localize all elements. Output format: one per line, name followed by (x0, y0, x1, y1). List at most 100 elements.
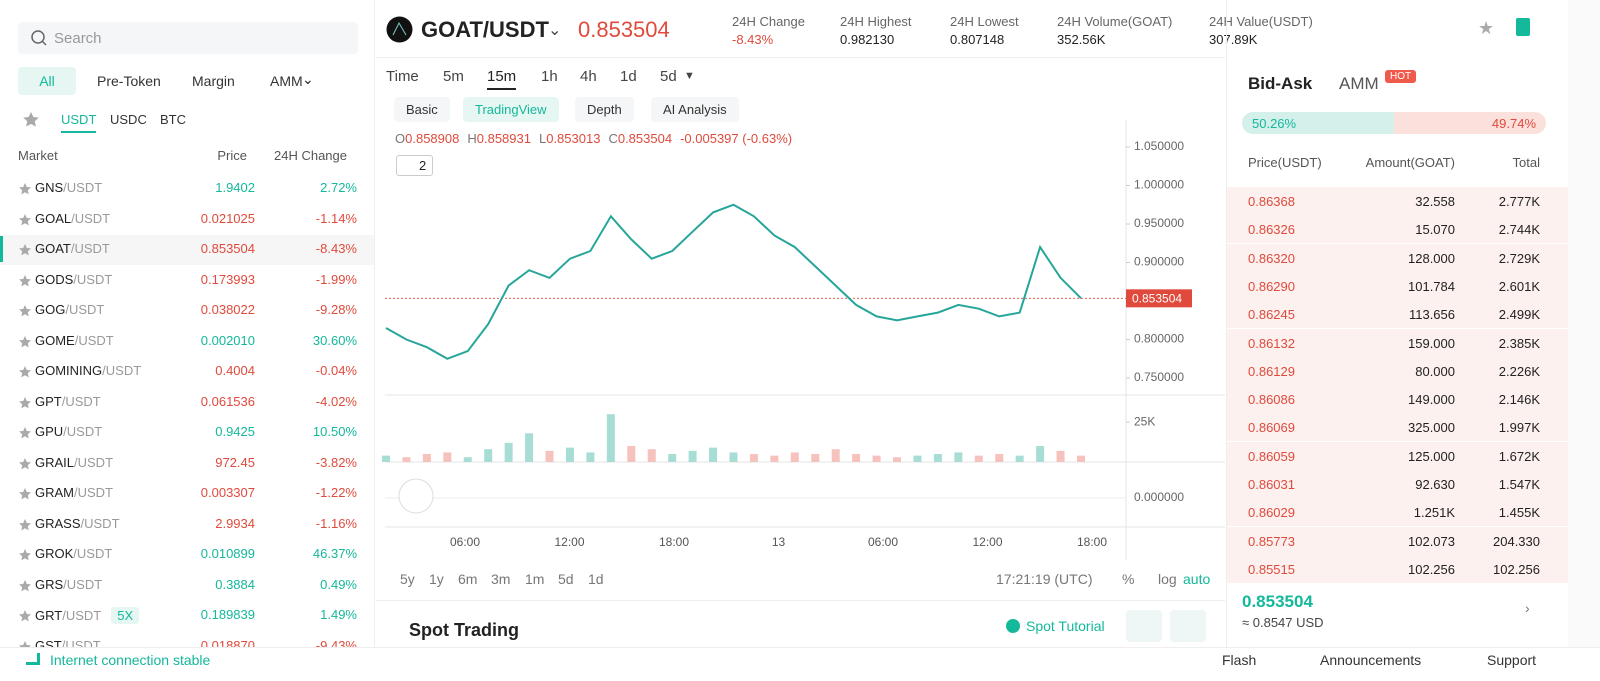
market-tab[interactable]: Pre-Token (97, 73, 161, 89)
ask-price[interactable]: 0.86245 (1248, 307, 1295, 323)
footer-link[interactable]: Flash (1222, 652, 1257, 668)
view-tab[interactable]: TradingView (463, 97, 559, 122)
star-icon[interactable] (18, 518, 32, 532)
market-row[interactable]: GOAL/USDT 0.021025 -1.14% (0, 205, 374, 235)
star-icon[interactable] (18, 426, 32, 440)
study-count[interactable]: 2 (396, 155, 434, 176)
market-row[interactable]: GNS/USDT 1.9402 2.72% (0, 174, 374, 204)
market-tab[interactable]: Margin (192, 73, 235, 89)
volume-bar (770, 455, 779, 462)
market-row[interactable]: GRS/USDT 0.3884 0.49% (0, 571, 374, 601)
market-row[interactable]: GRAIL/USDT 972.45 -3.82% (0, 449, 374, 479)
search-box[interactable]: Search (18, 22, 358, 54)
star-icon[interactable] (18, 609, 32, 623)
view-tab[interactable]: AI Analysis (651, 97, 739, 122)
base-asset: GOMINING (35, 363, 103, 378)
range-button[interactable]: 5y (400, 571, 415, 587)
range-button[interactable]: 1y (429, 571, 444, 587)
range-button[interactable]: 1m (525, 571, 545, 587)
interval-button[interactable]: 5m (443, 68, 464, 85)
market-row[interactable]: GRT/USDT 5X 0.189839 1.49% (0, 601, 374, 631)
market-row[interactable]: GRASS/USDT 2.9934 -1.16% (0, 510, 374, 540)
volume-tick-label: 25K (1134, 414, 1155, 428)
ask-price[interactable]: 0.86290 (1248, 278, 1295, 294)
star-icon[interactable] (18, 213, 32, 227)
market-row[interactable]: GOAT/USDT 0.853504 -8.43% (0, 235, 374, 265)
market-tab[interactable]: AMM (270, 73, 303, 89)
star-icon[interactable] (18, 396, 32, 410)
star-icon[interactable] (18, 579, 32, 593)
favorite-icon[interactable] (22, 111, 40, 129)
base-asset: GRS (35, 576, 64, 592)
market-change: -1.22% (315, 485, 357, 500)
market-row[interactable]: GPT/USDT 0.061536 -4.02% (0, 388, 374, 418)
market-row[interactable]: GODS/USDT 0.173993 -1.99% (0, 266, 374, 296)
star-icon[interactable] (18, 335, 32, 349)
ask-price[interactable]: 0.86368 (1248, 194, 1295, 209)
pair-dropdown[interactable]: ⌄ (548, 22, 562, 39)
ask-price[interactable]: 0.85515 (1248, 561, 1295, 577)
interval-button[interactable]: 5d (660, 68, 677, 85)
settings-toggle[interactable] (1170, 610, 1206, 642)
quote-tab[interactable]: BTC (160, 112, 186, 127)
pair-name[interactable]: GOAT/USDT (421, 17, 549, 42)
market-row[interactable]: GOMINING/USDT 0.4004 -0.04% (0, 357, 374, 387)
expand-arrow[interactable]: › (1525, 600, 1530, 616)
interval-button[interactable]: 1h (541, 68, 558, 85)
watch-icon[interactable]: ★ (1478, 18, 1495, 38)
interval-button[interactable]: 1d (620, 68, 637, 85)
ask-depth (1227, 470, 1569, 498)
star-icon[interactable] (18, 304, 32, 318)
star-icon[interactable] (18, 640, 32, 648)
footer-link[interactable]: Support (1487, 652, 1537, 668)
ask-price[interactable]: 0.86069 (1248, 420, 1295, 436)
interval-button[interactable]: 4h (580, 68, 597, 85)
scale-option[interactable]: % (1122, 571, 1135, 587)
ask-price[interactable]: 0.86031 (1248, 477, 1295, 492)
ask-price[interactable]: 0.86129 (1248, 363, 1295, 379)
view-tab[interactable]: Basic (394, 97, 450, 122)
view-tab[interactable]: Depth (575, 97, 634, 122)
base-asset: GROK (35, 546, 74, 561)
ask-price[interactable]: 0.86326 (1248, 222, 1295, 238)
market-row[interactable]: GROK/USDT 0.010899 46.37% (0, 540, 374, 570)
book-tab[interactable]: AMM (1339, 74, 1379, 93)
range-button[interactable]: 1d (588, 571, 604, 587)
interval-button[interactable]: Time (386, 68, 419, 85)
book-icon[interactable] (1516, 18, 1530, 36)
interval-button[interactable]: 15m (487, 68, 517, 90)
range-button[interactable]: 6m (458, 571, 478, 587)
book-tab[interactable]: Bid-Ask (1248, 74, 1313, 93)
market-name: GRAIL/USDT (35, 455, 113, 470)
quote-tab[interactable]: USDC (110, 112, 147, 127)
range-button[interactable]: 5d (558, 571, 574, 587)
market-row[interactable]: GRAM/USDT 0.003307 -1.22% (0, 479, 374, 509)
star-icon[interactable] (18, 182, 32, 196)
market-tab[interactable]: All (18, 67, 76, 95)
range-button[interactable]: 3m (491, 571, 511, 587)
star-icon[interactable] (18, 457, 32, 471)
ask-price[interactable]: 0.86029 (1248, 505, 1295, 521)
quote-tab[interactable]: USDT (61, 112, 97, 133)
star-icon[interactable] (18, 487, 32, 501)
market-row[interactable]: GOG/USDT 0.038022 -9.28% (0, 296, 374, 326)
market-price: 0.173993 (200, 271, 255, 287)
ask-price[interactable]: 0.86059 (1248, 448, 1295, 464)
ask-price[interactable]: 0.86086 (1248, 392, 1295, 408)
chart-toggle[interactable] (1126, 610, 1162, 642)
spot-tutorial[interactable]: Spot Tutorial (1006, 618, 1105, 634)
market-row[interactable]: GST/USDT 0.018870 -9.43% (0, 632, 374, 648)
star-icon[interactable] (18, 548, 32, 562)
market-row[interactable]: GOME/USDT 0.002010 30.60% (0, 327, 374, 357)
ask-price[interactable]: 0.85773 (1248, 533, 1295, 549)
ask-price[interactable]: 0.86320 (1248, 250, 1295, 266)
star-icon[interactable] (18, 365, 32, 379)
market-row[interactable]: GPU/USDT 0.9425 10.50% (0, 418, 374, 448)
footer-link[interactable]: Announcements (1320, 652, 1422, 668)
scale-option[interactable]: auto (1183, 571, 1211, 587)
scale-option[interactable]: log (1158, 571, 1177, 587)
ask-price[interactable]: 0.86132 (1248, 335, 1295, 351)
star-icon[interactable] (18, 274, 32, 288)
ask-depth (1227, 526, 1569, 555)
star-icon[interactable] (18, 243, 32, 257)
